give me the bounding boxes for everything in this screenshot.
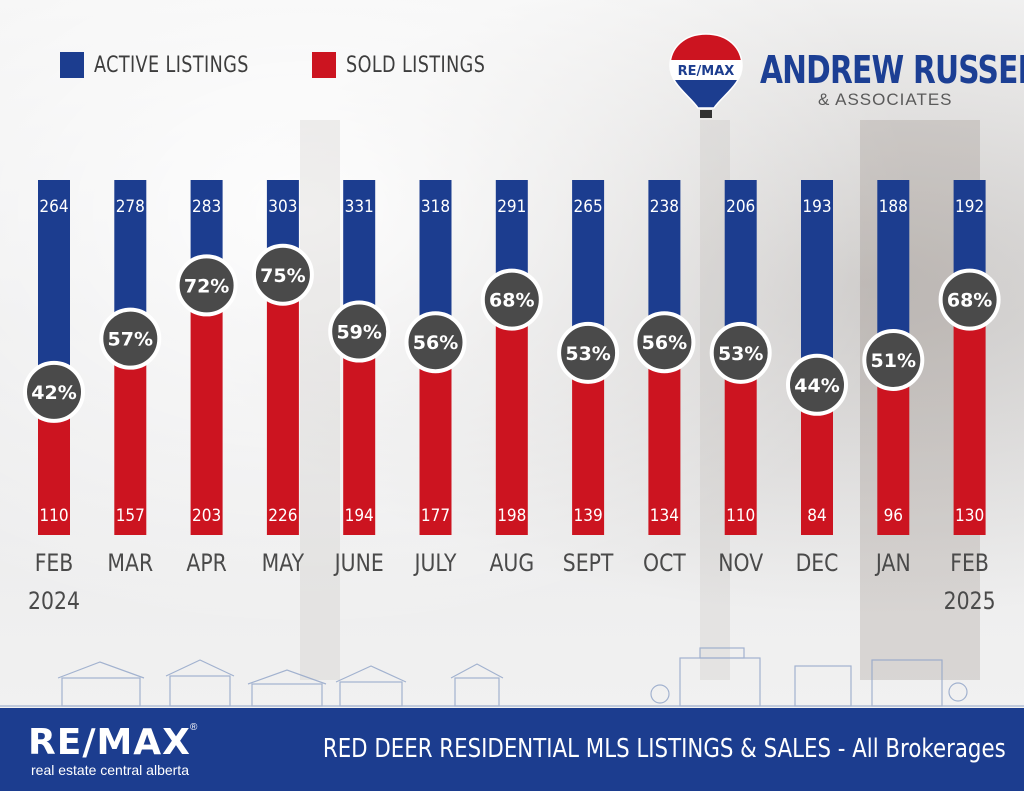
legend-sold-label: SOLD LISTINGS — [346, 52, 486, 78]
x-tick-label: APR — [186, 549, 226, 577]
active-value-label: 265 — [574, 197, 603, 217]
ratio-label: 75% — [260, 265, 305, 287]
footer-title: RED DEER RESIDENTIAL MLS LISTINGS & SALE… — [323, 734, 1006, 764]
brand-name: ANDREW RUSSELL — [760, 48, 1024, 92]
sold-value-label: 84 — [807, 506, 826, 526]
ratio-circle — [633, 311, 696, 374]
active-value-label: 264 — [39, 197, 68, 217]
ratio-label: 72% — [184, 275, 229, 297]
sold-value-label: 134 — [650, 506, 679, 526]
active-value-label: 206 — [726, 197, 755, 217]
ratio-label: 68% — [947, 290, 992, 312]
x-tick-label: SEPT — [563, 549, 614, 577]
active-bar — [648, 180, 681, 337]
ratio-label: 44% — [794, 375, 839, 397]
ratio-circle — [862, 328, 925, 391]
ratio-circle — [99, 307, 162, 370]
x-tick-label: MAR — [107, 549, 153, 577]
x-tick-label: OCT — [643, 549, 686, 577]
sold-value-label: 226 — [268, 506, 297, 526]
sold-bar — [190, 279, 223, 535]
footer-registered-mark: ® — [190, 722, 198, 733]
ratio-circle — [175, 254, 238, 317]
sold-value-label: 203 — [192, 506, 221, 526]
x-tick-label: NOV — [718, 549, 764, 577]
active-value-label: 238 — [650, 197, 679, 217]
sold-value-label: 96 — [884, 506, 903, 526]
footer-bar: RE/MAX ® real estate central alberta RED… — [0, 708, 1024, 791]
balloon-logo: RE/MAX — [669, 33, 743, 118]
active-value-label: 278 — [116, 197, 145, 217]
active-value-label: 331 — [345, 197, 374, 217]
ratio-label: 59% — [336, 322, 381, 344]
active-bar — [114, 180, 147, 333]
active-value-label: 318 — [421, 197, 450, 217]
city-skyline-illustration — [0, 647, 1024, 707]
active-bar — [419, 180, 452, 337]
brand-subname: & ASSOCIATES — [818, 90, 953, 109]
active-value-label: 188 — [879, 197, 908, 217]
ratio-circle — [557, 321, 620, 384]
ratio-circle — [251, 243, 314, 306]
ratio-circle — [328, 300, 391, 363]
active-value-label: 192 — [955, 197, 984, 217]
sold-value-label: 139 — [574, 506, 603, 526]
x-tick-label: JULY — [413, 549, 457, 577]
sold-bar — [266, 268, 299, 535]
ratio-label: 56% — [413, 332, 458, 354]
active-bar — [38, 180, 70, 386]
legend-active: ACTIVE LISTINGS — [60, 52, 288, 78]
active-value-label: 193 — [802, 197, 831, 217]
listings-bar-chart: 264 110 278 157 283 203 303 226 331 194 318 177 291 1… — [23, 180, 1001, 615]
ratio-circle — [23, 360, 85, 423]
ratio-label: 57% — [108, 329, 153, 351]
sold-bar — [953, 293, 986, 535]
sold-value-label: 110 — [39, 506, 68, 526]
active-bar — [724, 180, 757, 347]
legend-active-label: ACTIVE LISTINGS — [94, 52, 249, 78]
ratio-circle — [786, 353, 848, 416]
sold-value-label: 157 — [116, 506, 145, 526]
active-value-label: 283 — [192, 197, 221, 217]
x-tick-label: AUG — [489, 549, 534, 577]
active-bar — [877, 180, 910, 354]
x-tick-label: JAN — [874, 549, 911, 577]
balloon-logo-text: RE/MAX — [678, 64, 735, 79]
x-tick-label: FEB — [950, 549, 989, 577]
sold-value-label: 198 — [497, 506, 526, 526]
ratio-label: 42% — [31, 382, 76, 404]
x-tick-label: FEB — [35, 549, 74, 577]
legend-sold: SOLD LISTINGS — [312, 52, 520, 78]
ratio-circle — [404, 311, 467, 374]
ratio-circle — [480, 268, 543, 331]
footer-tagline: real estate central alberta — [31, 762, 189, 778]
sold-value-label: 194 — [345, 506, 374, 526]
ratio-circle — [938, 268, 1001, 331]
sold-bar — [495, 293, 528, 535]
ratio-label: 68% — [489, 290, 534, 312]
active-bar — [572, 180, 605, 347]
x-tick-label: 2025 — [944, 587, 996, 615]
ratio-label: 53% — [718, 343, 763, 365]
x-tick-label: 2024 — [28, 587, 80, 615]
active-value-label: 291 — [497, 197, 526, 217]
sold-value-label: 177 — [421, 506, 450, 526]
ratio-circle — [709, 321, 772, 384]
footer-remax-logo: RE/MAX — [28, 722, 191, 763]
sold-value-label: 110 — [726, 506, 755, 526]
x-tick-label: MAY — [262, 549, 305, 577]
ratio-label: 51% — [871, 350, 916, 372]
sold-value-label: 130 — [955, 506, 984, 526]
x-tick-label: DEC — [796, 549, 839, 577]
active-bar — [801, 180, 833, 379]
ratio-label: 53% — [565, 343, 610, 365]
legend-sold-swatch — [312, 52, 336, 78]
active-value-label: 303 — [268, 197, 297, 217]
ratio-label: 56% — [642, 332, 687, 354]
legend-active-swatch — [60, 52, 84, 78]
x-tick-label: JUNE — [333, 549, 384, 577]
